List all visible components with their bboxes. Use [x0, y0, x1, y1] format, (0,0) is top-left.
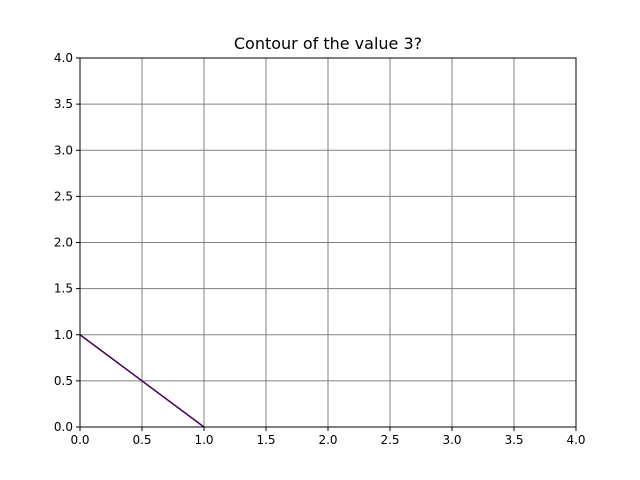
- y-tick-label-3: 1.5: [54, 282, 73, 296]
- chart-title: Contour of the value 3?: [234, 34, 422, 53]
- grid: [79, 57, 577, 428]
- y-tick-label-1: 0.5: [54, 374, 73, 388]
- y-tick-label-4: 2.0: [54, 236, 73, 250]
- y-tick-label-5: 2.5: [54, 189, 73, 203]
- x-tick-label-3: 1.5: [256, 433, 275, 447]
- contour-line-0: [79, 334, 205, 428]
- y-axis: 0.0 0.5 1.0 1.5 2.0 2.5 3.0 3.5 4.0: [54, 51, 80, 434]
- x-tick-label-1: 0.5: [132, 433, 151, 447]
- x-tick-label-7: 3.5: [504, 433, 523, 447]
- y-tick-label-6: 3.0: [54, 143, 73, 157]
- x-tick-label-5: 2.5: [380, 433, 399, 447]
- series-layer: [79, 334, 205, 428]
- x-axis: 0.0 0.5 1.0 1.5 2.0 2.5 3.0 3.5 4.0: [70, 427, 586, 447]
- x-tick-label-4: 2.0: [318, 433, 337, 447]
- x-tick-label-6: 3.0: [442, 433, 461, 447]
- y-tick-label-7: 3.5: [54, 97, 73, 111]
- x-tick-label-2: 1.0: [194, 433, 213, 447]
- y-tick-label-2: 1.0: [54, 328, 73, 342]
- y-tick-label-0: 0.0: [54, 420, 73, 434]
- x-tick-label-8: 4.0: [566, 433, 585, 447]
- x-tick-label-0: 0.0: [70, 433, 89, 447]
- y-tick-label-8: 4.0: [54, 51, 73, 65]
